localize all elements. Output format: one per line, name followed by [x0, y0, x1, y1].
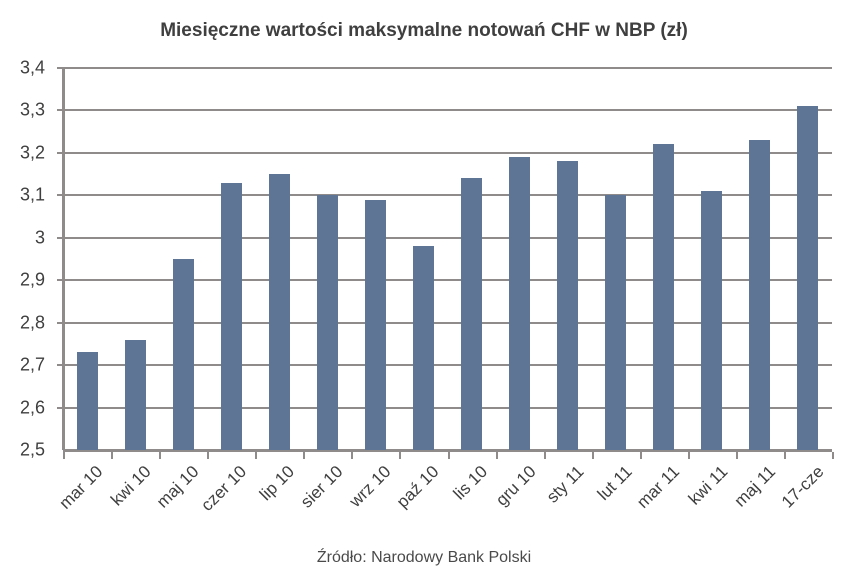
bar: [412, 246, 434, 450]
y-tick-label: 2,8: [19, 312, 45, 333]
x-tick: [832, 452, 834, 459]
x-tick: [111, 452, 114, 459]
bar: [797, 106, 819, 450]
y-tick-label: 2,5: [19, 439, 45, 460]
x-tick-label: czer 10: [197, 462, 251, 515]
x-tick: [447, 452, 450, 459]
y-tick-label: 3,1: [19, 184, 45, 205]
x-tick: [495, 452, 498, 459]
x-tick: [687, 452, 690, 459]
x-tick-label: mar 10: [55, 462, 107, 513]
bar: [509, 157, 531, 450]
bar: [653, 144, 675, 450]
x-tick-label: kwi 11: [684, 462, 732, 509]
bar: [557, 161, 579, 450]
gridline: [57, 194, 832, 197]
gridline: [57, 236, 832, 239]
x-axis: [63, 449, 832, 452]
gridline: [57, 406, 832, 409]
x-tick-label: lip 10: [256, 462, 299, 505]
chart-title: Miesięczne wartości maksymalne notowań C…: [160, 20, 688, 41]
x-tick-label: mar 11: [632, 462, 683, 512]
x-tick: [399, 452, 402, 459]
gridline: [57, 67, 832, 69]
bar: [461, 178, 483, 450]
bar: [268, 174, 290, 450]
bar: [605, 195, 627, 450]
x-tick: [543, 452, 546, 459]
bar: [701, 191, 723, 450]
y-tick-label: 2,7: [19, 354, 45, 375]
x-tick: [63, 452, 65, 459]
bar: [172, 259, 194, 450]
x-tick-label: lut 11: [593, 462, 636, 504]
plot-area: 2,5 2,6 2,7 2,8 2,9 3 3,1 3,2 3,3 3,4: [20, 58, 834, 460]
x-tick: [591, 452, 594, 459]
y-tick-label: 2,9: [19, 269, 45, 290]
x-tick: [783, 452, 786, 459]
bar: [220, 182, 242, 450]
y-tick-label: 3,4: [19, 57, 45, 78]
gridline: [57, 279, 832, 282]
y-tick-label: 3: [34, 227, 45, 248]
gridline: [57, 151, 832, 154]
x-tick: [639, 452, 642, 459]
x-tick-label: sier 10: [297, 462, 347, 512]
y-tick-label: 2,6: [19, 397, 45, 418]
bar: [364, 199, 386, 450]
x-tick-label: maj 11: [730, 462, 780, 511]
y-tick-label: 3,3: [19, 99, 45, 120]
x-tick-label: paź 10: [393, 462, 443, 512]
x-tick-label: wrz 10: [346, 462, 395, 511]
x-tick-label: kwi 10: [107, 462, 155, 510]
bar: [316, 195, 338, 450]
x-tick: [159, 452, 162, 459]
x-tick-label: lis 10: [449, 462, 491, 504]
y-axis: [62, 68, 65, 450]
gridline: [57, 109, 832, 112]
y-tick-label: 3,2: [19, 142, 45, 163]
bar: [749, 140, 771, 450]
x-tick: [351, 452, 354, 459]
source-note: Źródło: Narodowy Bank Polski: [316, 549, 532, 566]
gridline: [57, 321, 832, 324]
x-tick: [207, 452, 210, 459]
x-tick-label: gru 10: [491, 462, 540, 510]
x-tick-label: 17-cze: [777, 462, 828, 512]
x-tick: [255, 452, 258, 459]
x-tick-label: sty 11: [542, 462, 588, 507]
bar: [124, 339, 146, 450]
bar: [76, 352, 98, 450]
x-tick: [735, 452, 738, 459]
x-tick-label: maj 10: [153, 462, 203, 512]
gridline: [57, 364, 832, 367]
x-tick: [303, 452, 306, 459]
